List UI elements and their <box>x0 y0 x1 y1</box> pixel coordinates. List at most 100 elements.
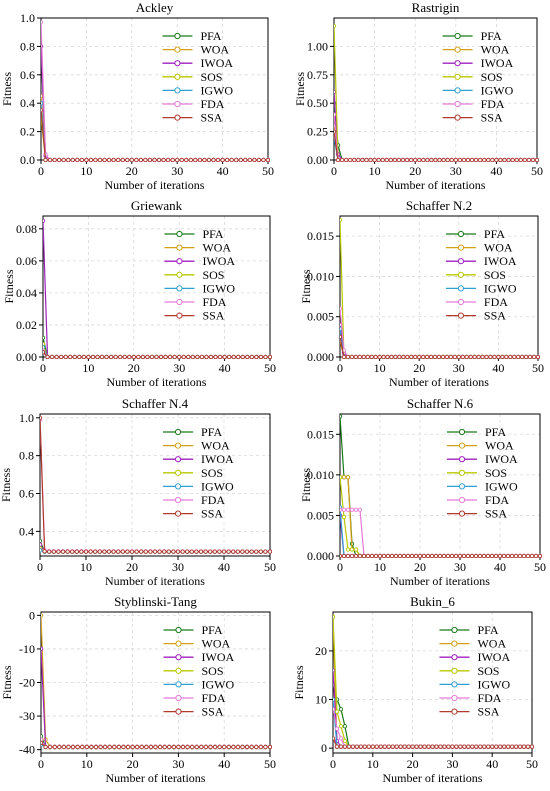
x-tick-label: 50 <box>264 757 276 771</box>
point-ssa <box>428 354 434 359</box>
point-ssa <box>106 157 112 162</box>
point-ssa <box>97 157 103 162</box>
legend-item-ssa: SSA <box>442 111 503 125</box>
legend-swatch-marker <box>454 46 461 53</box>
legend-swatch-marker <box>451 654 458 661</box>
series-group <box>43 218 272 359</box>
point-sos <box>333 614 336 620</box>
point-ssa <box>77 354 82 359</box>
x-axis-label: Number of iterations <box>386 178 486 192</box>
series-line-pfa <box>43 337 270 358</box>
point-ssa <box>224 157 230 162</box>
y-tick-label: 0.4 <box>19 524 34 538</box>
x-tick-label: 10 <box>80 560 92 574</box>
point-ssa <box>429 553 435 558</box>
panel-title: Styblinski-Tang <box>114 594 197 609</box>
point-ssa <box>125 157 130 162</box>
point-ssa <box>180 549 185 554</box>
point-ssa <box>263 549 268 554</box>
point-ssa <box>350 744 356 749</box>
x-tick-label: 10 <box>81 757 93 771</box>
point-ssa <box>465 157 471 162</box>
point-ssa <box>434 744 439 749</box>
legend-swatch-marker <box>176 312 183 319</box>
point-ssa <box>409 354 414 359</box>
point-ssa <box>454 744 459 749</box>
point-ssa <box>461 553 467 558</box>
point-ssa <box>469 553 475 558</box>
point-ssa <box>339 157 345 162</box>
point-ssa <box>505 744 511 749</box>
point-ssa <box>405 553 411 558</box>
point-ssa <box>199 354 205 359</box>
legend-item-pfa: PFA <box>445 227 505 241</box>
y-tick-label: 0.000 <box>307 350 334 364</box>
point-ssa <box>378 744 383 749</box>
legend-swatch-marker <box>175 681 182 688</box>
legend-swatch-marker <box>174 60 181 67</box>
series-group <box>340 414 542 558</box>
point-ssa <box>396 157 402 162</box>
legend-label: FDA <box>202 691 226 705</box>
point-ssa <box>70 549 75 554</box>
point-ssa <box>440 354 446 359</box>
point-ssa <box>535 354 540 359</box>
series-line-igwo <box>333 699 532 748</box>
point-ssa <box>430 744 435 749</box>
point-ssa <box>244 549 250 554</box>
x-axis-label: Number of iterations <box>389 375 489 389</box>
point-ssa <box>480 354 485 359</box>
y-tick-label: 1.00 <box>307 39 328 53</box>
legend-label: PFA <box>481 29 502 43</box>
y-tick-label: 0.8 <box>19 449 34 463</box>
x-tick-label: 20 <box>407 757 419 771</box>
point-ssa <box>526 157 532 162</box>
point-ssa <box>357 354 362 359</box>
series-group <box>334 23 539 162</box>
legend-item-fda: FDA <box>439 691 502 705</box>
point-ssa <box>518 157 523 162</box>
x-tick-label: 40 <box>490 164 502 178</box>
x-tick-label: 50 <box>262 164 274 178</box>
point-ssa <box>170 157 175 162</box>
legend-label: SSA <box>485 507 507 521</box>
legend-swatch-marker <box>174 469 182 476</box>
point-ssa <box>120 549 125 554</box>
point-ssa <box>261 157 266 162</box>
point-ssa <box>153 744 158 750</box>
point-ssa <box>102 549 107 554</box>
legend-item-fda: FDA <box>164 295 227 309</box>
point-pfa <box>342 724 348 729</box>
legend-label: SOS <box>477 664 499 678</box>
point-ssa <box>406 744 411 749</box>
legend-swatch-marker <box>174 442 182 449</box>
point-ssa <box>89 744 94 750</box>
point-pfa <box>40 538 43 543</box>
legend-item-fda: FDA <box>163 493 225 507</box>
legend-item-iwoa: IWOA <box>163 650 235 664</box>
point-ssa <box>372 157 377 162</box>
point-ssa <box>413 157 418 162</box>
point-ssa <box>65 549 70 554</box>
point-ssa <box>377 553 383 558</box>
series-line-woa <box>41 96 268 161</box>
point-ssa <box>139 744 144 750</box>
point-ssa <box>370 744 375 749</box>
legend-item-pfa: PFA <box>447 425 506 439</box>
legend-label: WOA <box>481 43 510 57</box>
point-ssa <box>267 354 272 359</box>
series-line-fda <box>340 308 538 358</box>
legend-swatch-marker <box>174 46 181 53</box>
x-tick-label: 30 <box>171 164 183 178</box>
point-ssa <box>175 157 180 162</box>
point-fda <box>349 507 355 512</box>
point-ssa <box>390 744 395 749</box>
legend-swatch-marker <box>174 428 182 436</box>
point-ssa <box>352 157 357 162</box>
point-ssa <box>240 549 245 554</box>
point-iwoa <box>334 89 337 94</box>
point-ssa <box>111 549 116 554</box>
point-ssa <box>500 354 505 359</box>
y-tick-label: 0.75 <box>307 68 328 82</box>
